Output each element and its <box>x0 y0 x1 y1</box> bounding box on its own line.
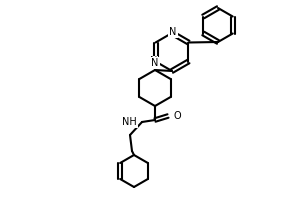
Text: N: N <box>150 56 157 66</box>
Text: O: O <box>173 111 181 121</box>
Text: NH: NH <box>122 117 137 127</box>
Text: N: N <box>169 27 177 37</box>
Text: N: N <box>151 58 159 68</box>
